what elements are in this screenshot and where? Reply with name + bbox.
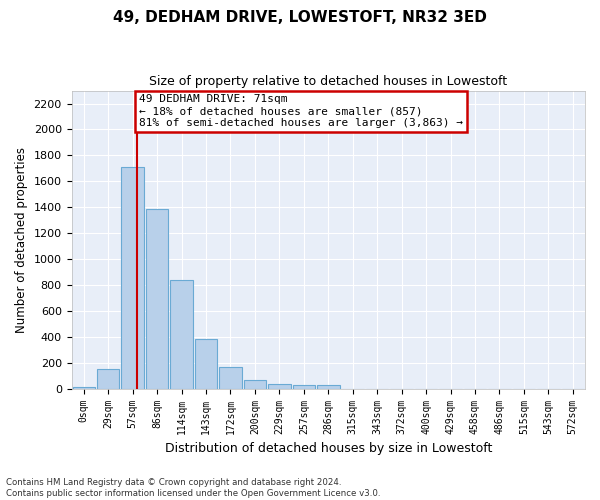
Text: Contains HM Land Registry data © Crown copyright and database right 2024.
Contai: Contains HM Land Registry data © Crown c… xyxy=(6,478,380,498)
Bar xyxy=(268,384,290,388)
Bar xyxy=(219,368,242,388)
Bar xyxy=(97,368,119,388)
Bar xyxy=(317,385,340,388)
Bar xyxy=(121,167,144,388)
Bar xyxy=(293,385,315,388)
Bar xyxy=(73,387,95,388)
Text: 49, DEDHAM DRIVE, LOWESTOFT, NR32 3ED: 49, DEDHAM DRIVE, LOWESTOFT, NR32 3ED xyxy=(113,10,487,25)
X-axis label: Distribution of detached houses by size in Lowestoft: Distribution of detached houses by size … xyxy=(164,442,492,455)
Bar xyxy=(195,339,217,388)
Bar xyxy=(146,208,169,388)
Y-axis label: Number of detached properties: Number of detached properties xyxy=(15,146,28,332)
Bar xyxy=(170,280,193,388)
Bar xyxy=(244,380,266,388)
Title: Size of property relative to detached houses in Lowestoft: Size of property relative to detached ho… xyxy=(149,75,508,88)
Text: 49 DEDHAM DRIVE: 71sqm
← 18% of detached houses are smaller (857)
81% of semi-de: 49 DEDHAM DRIVE: 71sqm ← 18% of detached… xyxy=(139,94,463,128)
